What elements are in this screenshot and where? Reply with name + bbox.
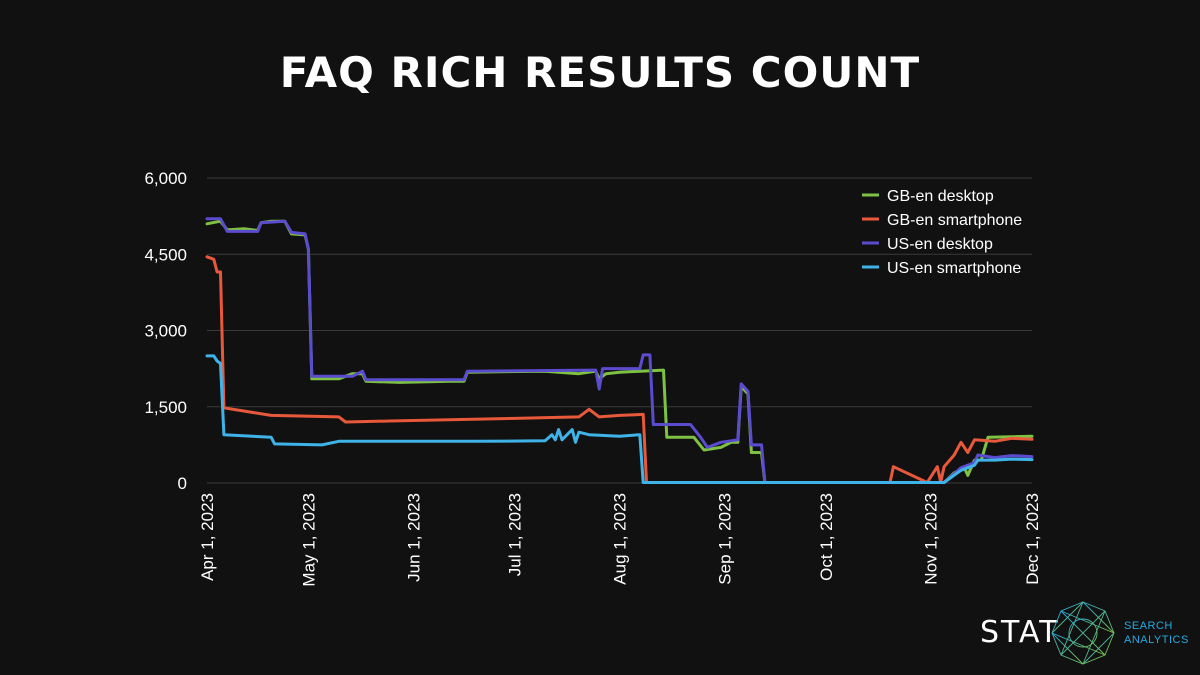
x-tick-label: Nov 1, 2023	[922, 493, 941, 585]
legend-label: US-en desktop	[887, 236, 993, 253]
brand-line-1: SEARCH	[1124, 620, 1173, 632]
legend-label: GB-en smartphone	[887, 212, 1022, 229]
x-tick-label: Dec 1, 2023	[1023, 493, 1042, 585]
x-tick-label: Apr 1, 2023	[198, 493, 217, 581]
series-line	[205, 354, 1034, 484]
y-tick-label: 6,000	[144, 169, 187, 188]
geodesic-network-icon	[1051, 601, 1115, 665]
x-tick-label: Jul 1, 2023	[506, 493, 525, 576]
legend-label: US-en smartphone	[887, 260, 1021, 277]
x-tick-label: Jun 1, 2023	[404, 493, 423, 582]
series-line	[205, 255, 1034, 484]
stat-logo: STAT SEARCH ANALYTICS	[980, 598, 1190, 668]
legend-label: GB-en desktop	[887, 188, 994, 205]
y-tick-label: 3,000	[144, 322, 187, 341]
y-tick-label: 1,500	[144, 398, 187, 417]
brand-line-2: ANALYTICS	[1124, 634, 1189, 646]
y-tick-label: 4,500	[144, 245, 187, 264]
y-tick-label: 0	[178, 474, 187, 493]
x-tick-label: Aug 1, 2023	[611, 493, 630, 585]
x-tick-label: Sep 1, 2023	[715, 493, 734, 585]
brand-name: STAT	[980, 615, 1060, 650]
chart-title: FAQ RICH RESULTS COUNT	[279, 48, 921, 97]
x-tick-label: May 1, 2023	[299, 493, 318, 587]
x-tick-label: Oct 1, 2023	[817, 493, 836, 581]
